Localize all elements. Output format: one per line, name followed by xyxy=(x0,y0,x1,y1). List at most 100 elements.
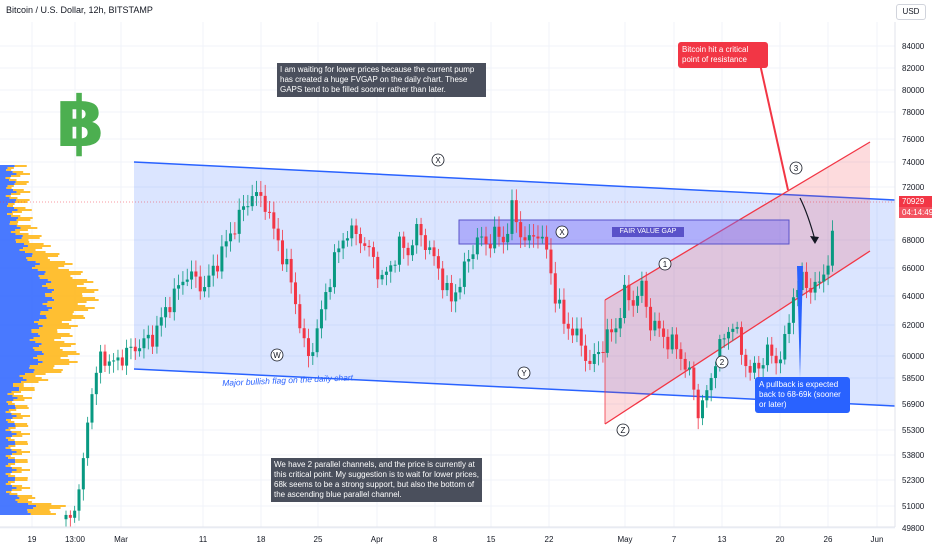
volume-bar xyxy=(0,259,28,261)
volume-bar xyxy=(0,331,32,333)
y-tick-label: 68000 xyxy=(902,236,925,245)
candle xyxy=(592,354,596,364)
volume-bar xyxy=(0,267,33,269)
volume-bar xyxy=(25,373,46,375)
x-tick-label: 13:00 xyxy=(65,535,86,544)
volume-bar xyxy=(15,479,28,481)
volume-bar xyxy=(11,467,22,469)
volume-bar xyxy=(31,329,58,331)
volume-bar xyxy=(30,513,56,515)
candle xyxy=(389,265,393,272)
x-tick-label: 11 xyxy=(199,535,208,544)
candle xyxy=(68,514,72,518)
candle xyxy=(514,200,518,223)
volume-bar xyxy=(19,375,36,377)
volume-bar xyxy=(0,225,17,227)
volume-bar xyxy=(46,305,86,307)
candle xyxy=(475,237,479,255)
volume-bar xyxy=(33,357,61,359)
volume-bar xyxy=(44,273,81,275)
volume-bar xyxy=(29,365,55,367)
volume-bar xyxy=(0,389,20,391)
volume-bar xyxy=(17,217,33,219)
volume-bar xyxy=(5,177,11,179)
volume-bar xyxy=(11,471,22,473)
volume-bar xyxy=(34,369,63,371)
candle xyxy=(363,243,367,246)
volume-bar xyxy=(54,289,99,291)
candle xyxy=(354,225,358,234)
candle xyxy=(246,206,250,208)
y-tick-label: 60000 xyxy=(902,352,925,361)
volume-bar xyxy=(11,449,22,451)
volume-bar xyxy=(0,283,47,285)
candle xyxy=(211,265,215,276)
volume-bar xyxy=(0,223,10,225)
pullback-note: A pullback is expected back to 68-69k (s… xyxy=(755,377,850,413)
volume-bar xyxy=(45,295,83,297)
volume-bar xyxy=(39,319,72,321)
x-tick-label: Mar xyxy=(114,535,128,544)
volume-bar xyxy=(0,507,34,509)
y-tick-label: 82000 xyxy=(902,64,925,73)
volume-bar xyxy=(0,335,40,337)
x-tick-label: 8 xyxy=(433,535,438,544)
bitcoin-logo-icon: ฿ xyxy=(56,81,105,163)
volume-bar xyxy=(54,299,99,301)
volume-bar xyxy=(15,181,29,183)
volume-bar xyxy=(0,503,29,505)
chart-title: Bitcoin / U.S. Dollar, 12h, BITSTAMP xyxy=(6,5,153,15)
volume-bar xyxy=(0,483,6,485)
volume-bar xyxy=(0,511,28,513)
volume-bar xyxy=(0,355,38,357)
volume-bar xyxy=(39,277,73,279)
volume-bar xyxy=(12,417,23,419)
candle xyxy=(770,344,774,356)
volume-bar xyxy=(51,281,94,283)
volume-bar xyxy=(17,501,32,503)
countdown-tag: 04:14:49 xyxy=(899,207,932,218)
volume-bar xyxy=(0,325,43,327)
ascending-channel-fill xyxy=(605,142,870,424)
volume-bar xyxy=(45,271,83,273)
candle xyxy=(324,292,328,310)
candle xyxy=(813,281,817,293)
volume-bar xyxy=(38,333,70,335)
volume-bar xyxy=(0,167,8,169)
volume-bar xyxy=(32,267,59,269)
volume-bar xyxy=(7,203,15,205)
volume-bar xyxy=(0,297,53,299)
volume-bar xyxy=(0,295,46,297)
volume-bar xyxy=(0,349,35,351)
volume-bar xyxy=(0,423,15,425)
volume-bar xyxy=(0,193,12,195)
volume-bar xyxy=(11,193,21,195)
volume-bar xyxy=(8,457,15,459)
wave-label: X xyxy=(435,156,441,165)
y-tick-label: 78000 xyxy=(902,108,925,117)
volume-bar xyxy=(0,171,13,173)
volume-bar xyxy=(0,343,42,345)
volume-bar xyxy=(12,435,23,437)
volume-bar xyxy=(16,469,30,471)
volume-bar xyxy=(0,293,46,295)
candle xyxy=(86,422,90,459)
volume-bar xyxy=(0,405,16,407)
volume-bar xyxy=(12,453,22,455)
volume-bar xyxy=(0,457,9,459)
candle xyxy=(653,320,657,331)
candle xyxy=(662,328,666,337)
volume-bar xyxy=(7,421,15,423)
candle xyxy=(787,322,791,334)
currency-selector[interactable]: USD xyxy=(896,4,926,20)
fvg-label: FAIR VALUE GAP xyxy=(612,227,684,237)
volume-bar xyxy=(5,195,11,197)
volume-bar xyxy=(23,243,44,245)
candle xyxy=(467,258,471,262)
wave-label: W xyxy=(273,351,281,360)
candle xyxy=(376,256,380,280)
volume-bar xyxy=(0,427,9,429)
volume-bar xyxy=(26,379,49,381)
volume-bar xyxy=(0,245,28,247)
candle xyxy=(623,284,627,319)
